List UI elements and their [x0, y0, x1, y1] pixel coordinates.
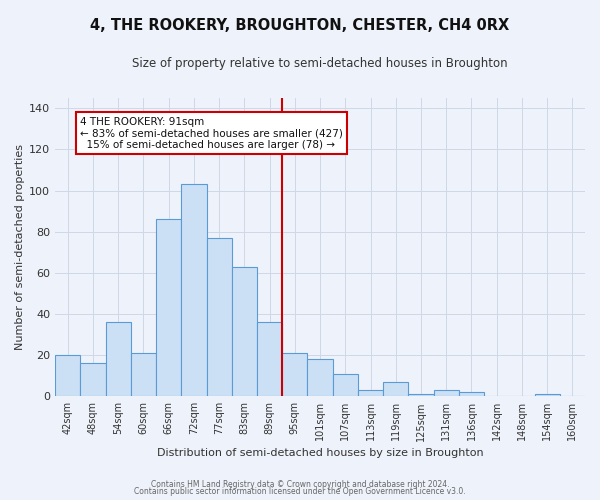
Bar	[131, 353, 156, 397]
Text: 4 THE ROOKERY: 91sqm
← 83% of semi-detached houses are smaller (427)
  15% of se: 4 THE ROOKERY: 91sqm ← 83% of semi-detac…	[80, 116, 343, 150]
Text: Contains HM Land Registry data © Crown copyright and database right 2024.: Contains HM Land Registry data © Crown c…	[151, 480, 449, 489]
Bar	[332, 374, 358, 396]
Bar	[232, 266, 257, 396]
Text: Contains public sector information licensed under the Open Government Licence v3: Contains public sector information licen…	[134, 487, 466, 496]
Bar	[409, 394, 434, 396]
Bar	[459, 392, 484, 396]
Bar	[106, 322, 131, 396]
Bar	[80, 364, 106, 396]
X-axis label: Distribution of semi-detached houses by size in Broughton: Distribution of semi-detached houses by …	[157, 448, 484, 458]
Bar	[535, 394, 560, 396]
Y-axis label: Number of semi-detached properties: Number of semi-detached properties	[15, 144, 25, 350]
Bar	[257, 322, 282, 396]
Bar	[55, 355, 80, 397]
Bar	[383, 382, 409, 396]
Bar	[156, 220, 181, 396]
Title: Size of property relative to semi-detached houses in Broughton: Size of property relative to semi-detach…	[132, 58, 508, 70]
Bar	[282, 353, 307, 397]
Bar	[206, 238, 232, 396]
Bar	[358, 390, 383, 396]
Bar	[434, 390, 459, 396]
Bar	[307, 360, 332, 397]
Text: 4, THE ROOKERY, BROUGHTON, CHESTER, CH4 0RX: 4, THE ROOKERY, BROUGHTON, CHESTER, CH4 …	[91, 18, 509, 32]
Bar	[181, 184, 206, 396]
